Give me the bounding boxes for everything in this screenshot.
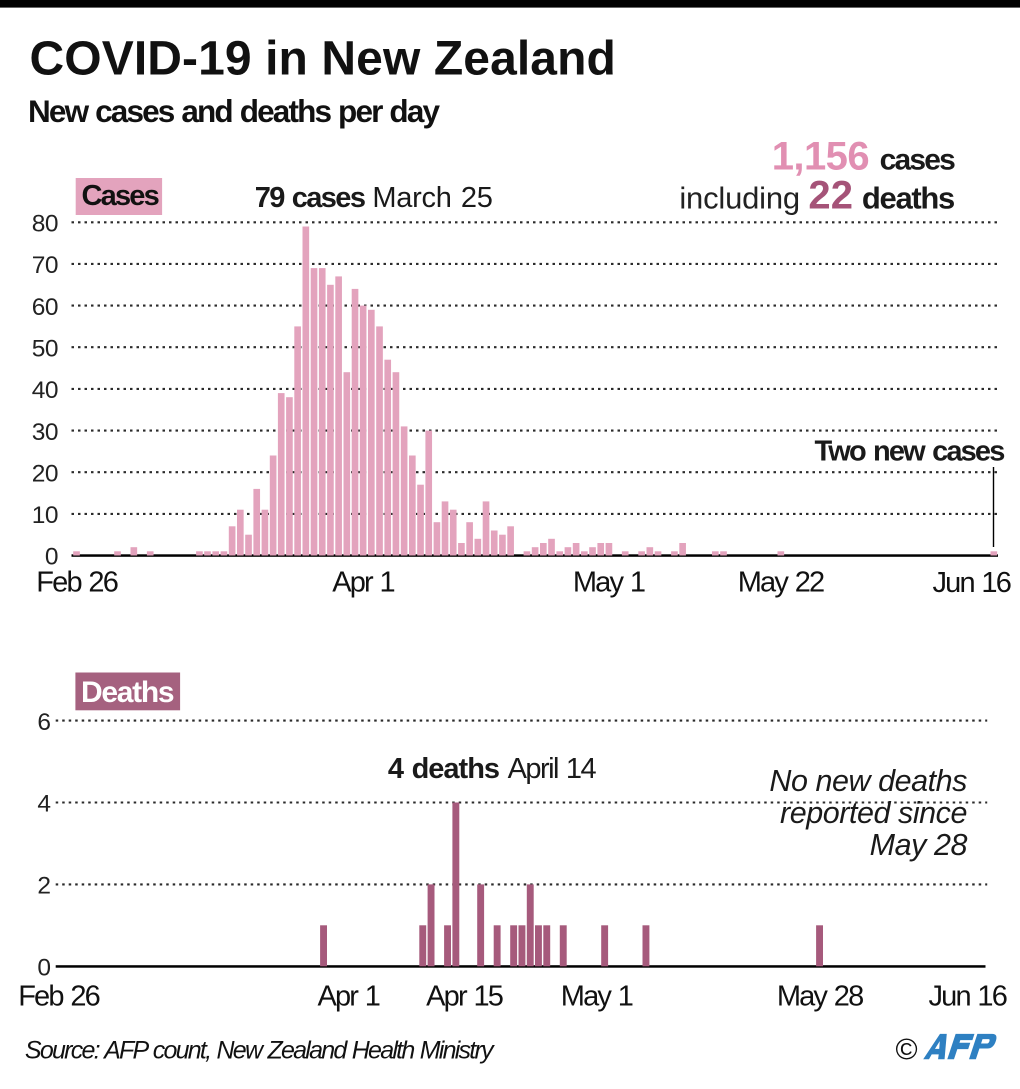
svg-text:2: 2	[37, 873, 50, 900]
svg-text:80: 80	[32, 211, 58, 238]
svg-text:79 cases March 25: 79 cases March 25	[255, 182, 493, 214]
svg-text:May 28: May 28	[777, 981, 863, 1013]
svg-text:including 22 deaths: including 22 deaths	[679, 174, 954, 218]
svg-text:May 1: May 1	[573, 567, 645, 599]
svg-text:Cases: Cases	[82, 180, 159, 212]
svg-text:Feb 26: Feb 26	[18, 981, 99, 1013]
svg-text:No new deaths: No new deaths	[769, 764, 967, 798]
svg-text:May 1: May 1	[561, 981, 633, 1013]
svg-text:May 28: May 28	[870, 828, 968, 862]
svg-text:20: 20	[32, 460, 58, 487]
svg-text:Apr 1: Apr 1	[318, 981, 380, 1013]
svg-text:50: 50	[32, 335, 58, 362]
svg-text:Jun 16: Jun 16	[929, 981, 1007, 1013]
svg-text:reported since: reported since	[780, 796, 967, 830]
svg-text:Two new cases: Two new cases	[815, 436, 1005, 468]
svg-text:40: 40	[32, 377, 58, 404]
svg-text:4: 4	[37, 791, 50, 818]
svg-text:New cases and deaths per day: New cases and deaths per day	[28, 93, 440, 129]
svg-text:30: 30	[32, 419, 58, 446]
svg-text:60: 60	[32, 294, 58, 321]
svg-text:Apr 1: Apr 1	[332, 567, 394, 599]
svg-text:Deaths: Deaths	[81, 676, 174, 709]
svg-text:0: 0	[45, 544, 58, 571]
svg-text:Feb 26: Feb 26	[36, 567, 117, 599]
svg-text:COVID-19 in New Zealand: COVID-19 in New Zealand	[30, 32, 616, 85]
svg-text:Apr 15: Apr 15	[426, 981, 503, 1013]
svg-text:Source: AFP count, New Zealand: Source: AFP count, New Zealand Health Mi…	[25, 1037, 495, 1065]
svg-text:0: 0	[37, 955, 50, 982]
svg-text:4 deaths April 14: 4 deaths April 14	[388, 753, 597, 785]
svg-text:Jun 16: Jun 16	[933, 567, 1011, 599]
svg-text:6: 6	[37, 709, 50, 736]
svg-text:May 22: May 22	[738, 567, 824, 599]
svg-text:70: 70	[32, 252, 58, 279]
svg-text:©: ©	[896, 1034, 918, 1067]
svg-text:1,156 cases: 1,156 cases	[772, 135, 955, 179]
svg-text:10: 10	[32, 502, 58, 529]
